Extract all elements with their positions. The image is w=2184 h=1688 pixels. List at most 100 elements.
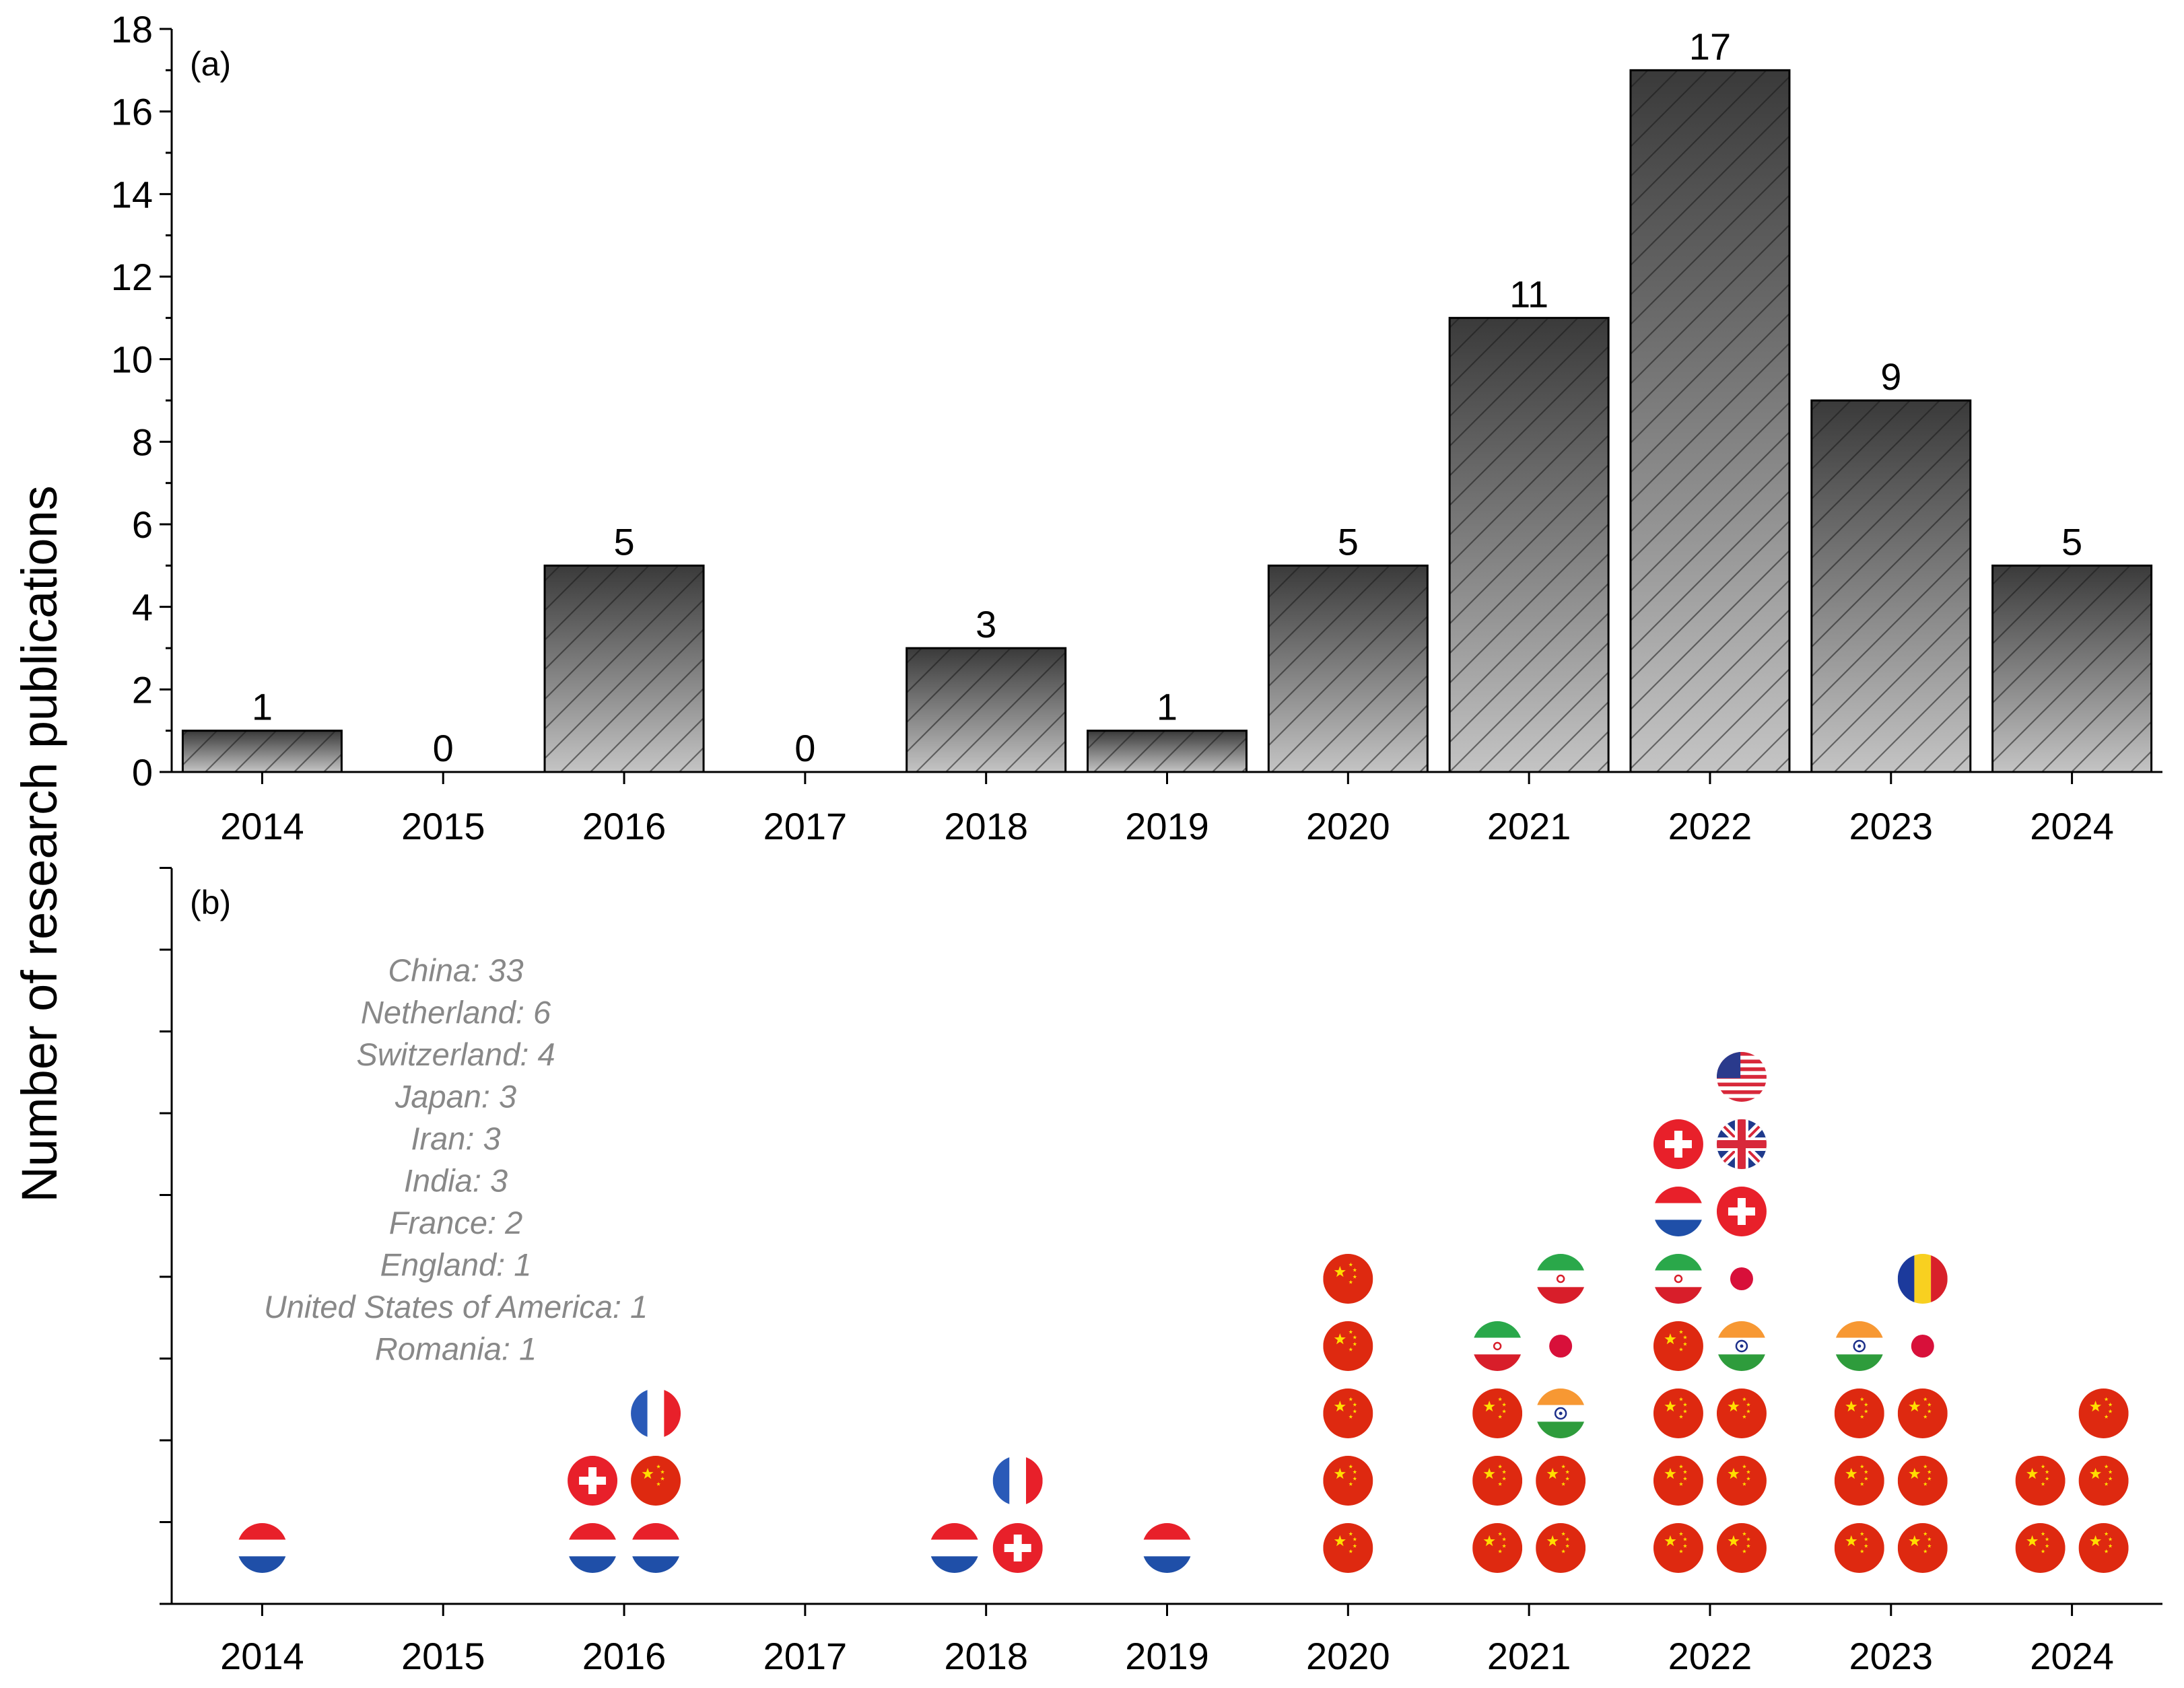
china-flag-icon — [1653, 1388, 1703, 1438]
legend-entry: France: 2 — [389, 1205, 523, 1240]
netherlands-flag-icon — [929, 1523, 980, 1573]
panel-b-y-ticks — [160, 867, 172, 1605]
netherlands-flag-icon — [631, 1523, 681, 1573]
y-tick-label: 14 — [111, 173, 153, 215]
country-count-legend: China: 33 Netherland: 6 Switzerland: 4 Japa… — [264, 952, 648, 1367]
panel-b-x-ticks: 2014 2015 2016 2017 2018 2019 2020 2021 2022 2023… — [220, 1604, 2114, 1677]
panel-b-x-tick-label: 2022 — [1668, 1635, 1752, 1677]
legend-entry: China: 33 — [388, 952, 523, 988]
panel-b-x-tick-label: 2018 — [944, 1635, 1028, 1677]
panel-b-x-tick-label: 2016 — [582, 1635, 667, 1677]
bar-hatch — [1267, 564, 1429, 773]
bar-value-label: 1 — [252, 686, 273, 728]
china-flag-icon — [1472, 1456, 1523, 1506]
bar-2020 — [1267, 564, 1429, 773]
y-tick-label: 10 — [111, 339, 153, 381]
bar-2022 — [1629, 69, 1791, 773]
panel-b-x-tick-label: 2024 — [2030, 1635, 2114, 1677]
panel-b-x-tick-label: 2014 — [220, 1635, 304, 1677]
romania-flag-icon — [1897, 1254, 1948, 1304]
india-flag-icon — [1716, 1321, 1767, 1371]
bar-hatch — [1629, 69, 1791, 773]
china-flag-icon — [1834, 1388, 1884, 1438]
bar-value-label: 0 — [433, 727, 454, 769]
bar-hatch — [1448, 316, 1610, 773]
x-tick-label: 2020 — [1306, 805, 1390, 847]
iran-flag-icon — [1653, 1254, 1703, 1304]
china-flag-icon — [2078, 1523, 2129, 1573]
china-flag-icon — [2015, 1456, 2066, 1506]
y-tick-label: 6 — [132, 503, 153, 546]
x-tick-label: 2017 — [763, 805, 848, 847]
panel-b-x-tick-label: 2015 — [401, 1635, 485, 1677]
bar-2016 — [543, 564, 705, 773]
china-flag-icon — [1897, 1456, 1948, 1506]
japan-flag-icon — [1730, 1267, 1753, 1290]
panel-label-b: (b) — [190, 884, 231, 921]
panel-b-x-tick-label: 2019 — [1125, 1635, 1209, 1677]
bar-value-label: 1 — [1157, 686, 1178, 728]
china-flag-icon — [1536, 1523, 1586, 1573]
china-flag-icon — [1716, 1523, 1767, 1573]
bar-hatch — [1991, 564, 2153, 773]
china-flag-icon — [1716, 1388, 1767, 1438]
legend-entry: Switzerland: 4 — [356, 1036, 555, 1072]
switzerland-flag-icon — [992, 1523, 1043, 1573]
panel-b-x-tick-label: 2017 — [763, 1635, 848, 1677]
bar-2023 — [1810, 399, 1972, 773]
legend-entry: England: 1 — [380, 1247, 532, 1283]
france-flag-icon — [631, 1388, 681, 1438]
china-flag-icon — [1653, 1456, 1703, 1506]
x-tick-label: 2015 — [401, 805, 485, 847]
x-tick-label: 2019 — [1125, 805, 1209, 847]
iran-flag-icon — [1472, 1321, 1523, 1371]
y-tick-label: 2 — [132, 668, 153, 711]
legend-entry: Iran: 3 — [411, 1121, 500, 1156]
legend-entry: India: 3 — [404, 1163, 508, 1199]
bar-value-label: 5 — [613, 520, 634, 563]
usa-flag-icon — [1716, 1052, 1767, 1102]
china-flag-icon — [1834, 1523, 1884, 1573]
china-flag-icon — [1323, 1321, 1373, 1371]
china-flag-icon — [631, 1456, 681, 1506]
china-flag-icon — [1323, 1456, 1373, 1506]
china-flag-icon — [1472, 1388, 1523, 1438]
x-tick-label: 2014 — [220, 805, 304, 847]
bar-value-label: 11 — [1509, 273, 1548, 315]
netherlands-flag-icon — [568, 1523, 618, 1573]
china-flag-icon — [2078, 1388, 2129, 1438]
y-tick-label: 0 — [132, 751, 153, 794]
y-tick-label: 18 — [111, 8, 153, 50]
switzerland-flag-icon — [1716, 1187, 1767, 1236]
country-flag-panel: 2014 2015 2016 2017 2018 2019 2020 2021 2022 2023… — [160, 867, 2162, 1677]
bar-hatch — [1087, 730, 1248, 773]
y-ticks: 0 2 4 6 8 10 12 14 16 18 — [111, 8, 172, 794]
panel-b-x-tick-label: 2023 — [1849, 1635, 1933, 1677]
x-tick-label: 2018 — [944, 805, 1028, 847]
panel-b-x-tick-label: 2021 — [1487, 1635, 1571, 1677]
x-tick-label: 2021 — [1487, 805, 1571, 847]
iran-flag-icon — [1536, 1254, 1586, 1304]
japan-flag-icon — [1911, 1335, 1934, 1358]
bar-hatch — [181, 730, 343, 773]
x-tick-label: 2023 — [1849, 805, 1933, 847]
switzerland-flag-icon — [568, 1456, 618, 1506]
bar-value-label: 5 — [2061, 520, 2082, 563]
france-flag-icon — [992, 1456, 1043, 1506]
y-tick-label: 16 — [111, 91, 153, 133]
india-flag-icon — [1536, 1388, 1586, 1438]
bar-hatch — [906, 647, 1067, 773]
bar-hatch — [543, 564, 705, 773]
legend-entry: Romania: 1 — [375, 1331, 537, 1367]
china-flag-icon — [1323, 1254, 1373, 1304]
x-tick-label: 2016 — [582, 805, 667, 847]
legend-entry: Japan: 3 — [395, 1079, 516, 1115]
bar-value-label: 17 — [1689, 25, 1731, 67]
bar-value-label: 9 — [1880, 355, 1901, 398]
netherlands-flag-icon — [237, 1523, 287, 1573]
legend-entry: United States of America: 1 — [264, 1289, 648, 1325]
bar-2019 — [1087, 730, 1248, 773]
x-ticks: 2014 2015 2016 2017 2018 2019 2020 2021 2022 2023… — [220, 772, 2114, 847]
